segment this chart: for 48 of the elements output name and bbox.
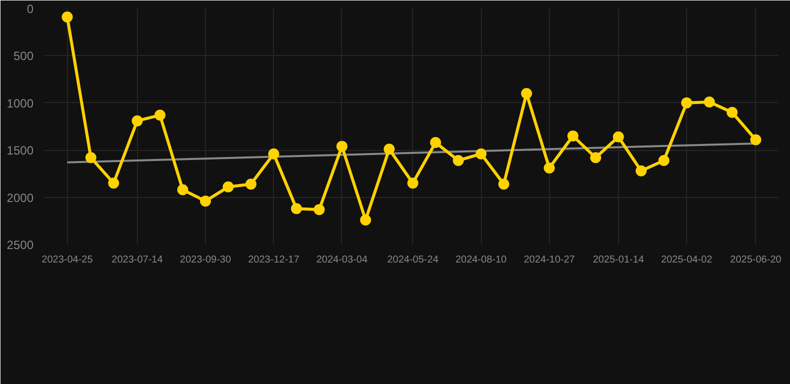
x-tick-label: 2024-03-04 bbox=[316, 254, 368, 266]
x-tick-label: 2023-07-14 bbox=[112, 254, 164, 266]
point bbox=[658, 154, 670, 166]
x-tick-label: 2025-06-20 bbox=[730, 254, 782, 266]
point bbox=[290, 203, 302, 214]
point bbox=[544, 162, 555, 174]
point bbox=[521, 88, 532, 99]
point bbox=[704, 96, 715, 108]
point bbox=[452, 154, 464, 166]
y-tick-label: 2500 bbox=[6, 238, 34, 252]
y-tick-label: 0 bbox=[26, 2, 34, 16]
point bbox=[177, 184, 188, 196]
point bbox=[384, 144, 395, 155]
x-tick-label: 2025-01-14 bbox=[592, 254, 644, 266]
x-tick-label: 2024-10-27 bbox=[524, 254, 576, 266]
point bbox=[612, 131, 624, 142]
point bbox=[62, 12, 73, 22]
point bbox=[636, 165, 647, 176]
x-tick-label: 2023-09-30 bbox=[180, 254, 232, 266]
point bbox=[498, 178, 510, 190]
x-tick-label: 2023-12-17 bbox=[248, 254, 300, 266]
point bbox=[154, 110, 166, 121]
point bbox=[314, 204, 325, 216]
x-tick-label: 2024-08-10 bbox=[455, 254, 508, 266]
point bbox=[200, 196, 211, 207]
x-tick-label: 2025-04-02 bbox=[661, 254, 713, 266]
y-tick-label: 1500 bbox=[6, 144, 34, 158]
point bbox=[245, 178, 256, 190]
point bbox=[726, 106, 738, 118]
point bbox=[590, 152, 602, 164]
point bbox=[567, 130, 578, 142]
point bbox=[476, 148, 487, 160]
x-tick-label: 2024-05-24 bbox=[387, 254, 439, 266]
y-tick-label: 1000 bbox=[6, 96, 34, 110]
point bbox=[268, 148, 280, 160]
y-tick-label: 2000 bbox=[6, 190, 34, 205]
point bbox=[108, 178, 120, 189]
point bbox=[336, 140, 348, 152]
point bbox=[681, 97, 692, 108]
y-tick-label: 500 bbox=[13, 49, 34, 64]
point bbox=[132, 115, 143, 126]
point bbox=[407, 178, 418, 189]
x-tick-label: 2023-04-25 bbox=[42, 254, 94, 266]
point bbox=[360, 214, 372, 226]
point bbox=[750, 134, 762, 146]
point bbox=[430, 137, 442, 148]
point bbox=[85, 152, 96, 164]
point bbox=[222, 181, 234, 192]
